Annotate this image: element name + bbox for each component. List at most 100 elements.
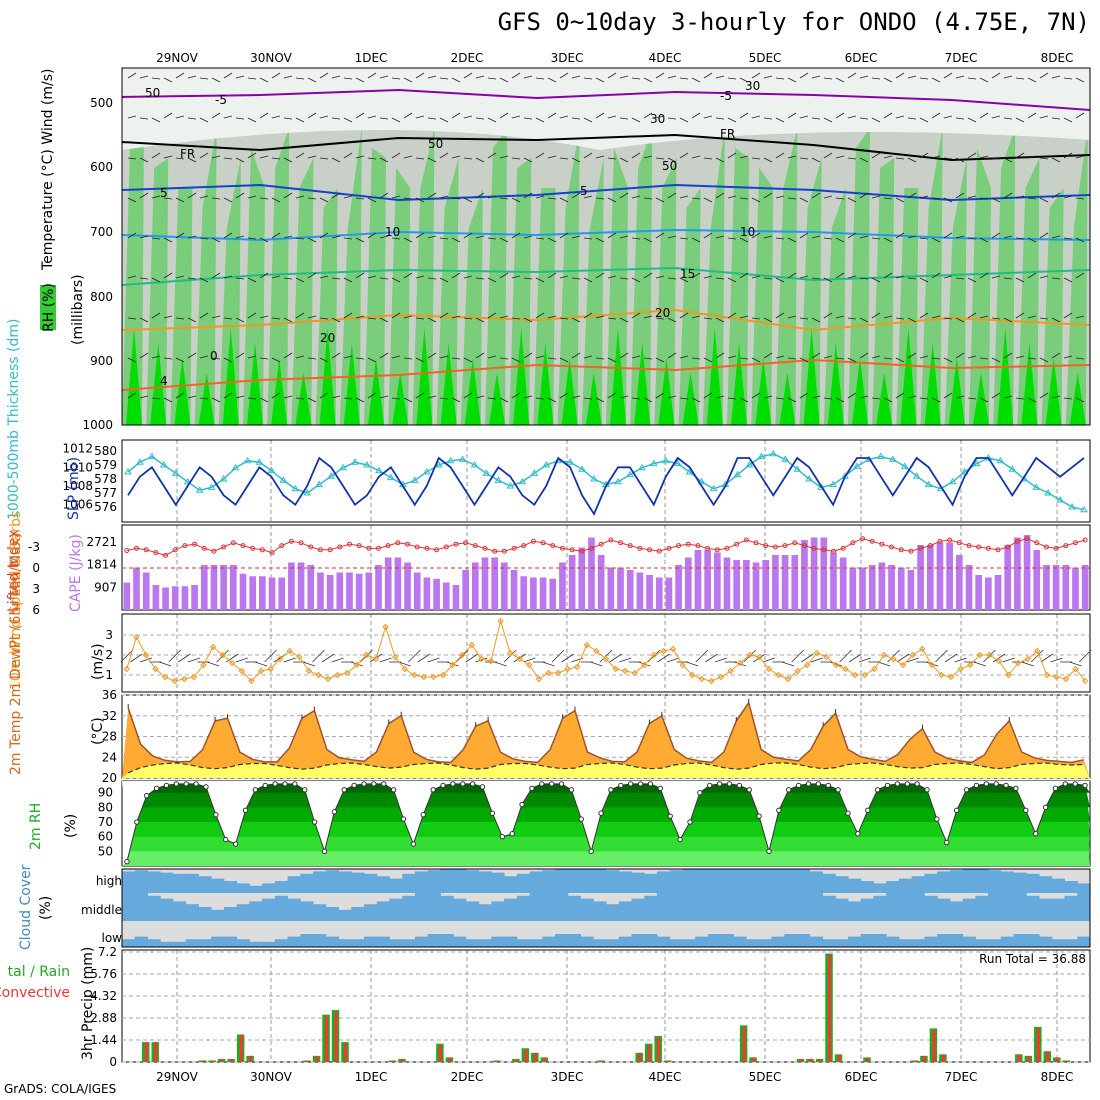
rh2m-tick-3: 80 <box>98 800 113 814</box>
cloud-middle-bar-64 <box>937 898 951 921</box>
wind-barb-0-32 <box>511 72 521 79</box>
wind10m-barb-54 <box>638 661 651 667</box>
cloud-middle-bar-4 <box>172 901 187 921</box>
cloud-middle-bar-30 <box>504 898 518 921</box>
cloud-low-bar-12 <box>274 939 289 947</box>
thickness-marker-20 <box>363 461 371 468</box>
cloud-low-bar-28 <box>478 939 492 947</box>
wind-marker-84 <box>928 661 936 669</box>
wind-barb-1-33 <box>523 117 533 120</box>
wind-barb-0-60 <box>847 72 857 79</box>
cloud-high-bar-66 <box>962 869 976 893</box>
cloud-low-bar-65 <box>949 934 964 947</box>
wind-barb-4-14 <box>295 237 305 240</box>
cape-bar-73 <box>830 552 837 610</box>
wind-barb-5-65 <box>907 277 917 280</box>
wind-barb-4-28 <box>463 232 473 239</box>
cape-bar-78 <box>878 562 886 610</box>
precip-conv-bar-55 <box>647 1045 651 1062</box>
wind-barb-2-65 <box>907 157 917 163</box>
wind-marker-18 <box>296 653 303 661</box>
cape-bar-65 <box>752 562 760 610</box>
wind-marker-35 <box>459 651 466 659</box>
pressure-tick-2: 700 <box>90 225 113 239</box>
li-marker-1 <box>134 545 140 551</box>
li-marker-50 <box>608 537 614 543</box>
cloud-high-bar-56 <box>835 876 849 893</box>
rh2m-marker-95 <box>1062 781 1069 787</box>
wind10m-barb-5 <box>168 649 181 663</box>
wind10m-barb-66 <box>753 653 766 663</box>
rh-band-5 <box>243 148 265 425</box>
wind-barb-5-10 <box>247 277 257 283</box>
cloud-low-bar-25 <box>440 934 454 947</box>
wind-barb-1-55 <box>787 112 797 119</box>
temp-unit-label: (°C) <box>90 717 106 745</box>
wind-barb-7-15 <box>307 357 317 360</box>
li-marker-39 <box>501 548 507 554</box>
wind-barb-5-50 <box>727 277 737 283</box>
wind-barb-1-9 <box>235 117 245 120</box>
wind-barb-6-52 <box>751 317 761 320</box>
wind-barb-5-72 <box>991 275 1001 279</box>
precip-conv-bar-94 <box>1017 1054 1021 1062</box>
cloud-middle-bar-1 <box>134 893 148 921</box>
wind-barb-2-50 <box>727 152 737 159</box>
rh2m-marker-33 <box>450 781 456 787</box>
wind-marker-29 <box>401 665 408 673</box>
rh2m-marker-39 <box>509 831 515 837</box>
cape-bar-82 <box>917 545 924 610</box>
wind-barb-5-46 <box>679 277 689 283</box>
cloud-high-bar-67 <box>975 869 989 893</box>
cape-bar-97 <box>1062 565 1070 610</box>
wind-barb-4-39 <box>595 237 605 243</box>
wind-barb-3-56 <box>799 197 809 203</box>
cloud-high-bar-42 <box>656 871 671 893</box>
thickness-marker-0 <box>124 468 132 475</box>
wind-barb-6-13 <box>283 317 293 323</box>
li-marker-17 <box>288 538 294 544</box>
wind-barb-0-45 <box>667 75 677 79</box>
rh2m-marker-80 <box>914 781 920 787</box>
cloud-high-bar-28 <box>478 871 492 893</box>
wind-barb-4-58 <box>823 237 833 240</box>
wind-marker-56 <box>660 647 667 655</box>
wind-barb-8-71 <box>979 397 989 403</box>
wind-barb-5-2 <box>151 277 161 283</box>
wind-barb-1-34 <box>535 117 545 123</box>
cloud-high-bar-30 <box>504 876 518 893</box>
wind-barb-0-31 <box>499 77 509 83</box>
thickness-marker-6 <box>195 486 204 493</box>
li-marker-98 <box>1072 540 1078 546</box>
wind-barb-6-49 <box>715 317 725 323</box>
wind-barb-2-45 <box>667 157 677 163</box>
wind-barb-3-11 <box>259 197 269 200</box>
wind-barb-4-50 <box>727 237 737 240</box>
thickness-marker-24 <box>410 476 419 483</box>
cloud-low-bar-55 <box>822 939 836 947</box>
rh-high-band-10 <box>368 358 384 425</box>
wind-barb-1-8 <box>223 115 233 119</box>
rh-band-14 <box>460 188 483 425</box>
wind-barb-4-31 <box>499 237 509 243</box>
wind-barb-8-76 <box>1039 392 1049 399</box>
wind-barb-1-5 <box>187 117 197 120</box>
cloud-low-bar-8 <box>223 936 238 947</box>
cloud-high-bar-0 <box>122 871 136 893</box>
wind-barb-4-79 <box>1075 237 1085 243</box>
cape-bar-3 <box>152 585 160 610</box>
cloud-low-bar-56 <box>835 939 849 947</box>
wind-barb-2-16 <box>319 157 329 160</box>
cape-bar-1 <box>133 567 140 610</box>
wind-barb-2-69 <box>955 157 965 163</box>
wind-barb-5-75 <box>1027 272 1037 279</box>
li-marker-59 <box>695 543 701 549</box>
wind-barb-1-70 <box>967 117 977 123</box>
wind-barb-3-54 <box>775 195 785 199</box>
wind10m-barb-90 <box>983 649 996 663</box>
isotherm-label-0: -5 <box>215 93 227 107</box>
rh-high-band-38 <box>1045 358 1062 425</box>
wind-barb-2-26 <box>439 152 449 159</box>
rh-band-2 <box>170 188 193 425</box>
cloud-low-bar-32 <box>529 939 543 947</box>
